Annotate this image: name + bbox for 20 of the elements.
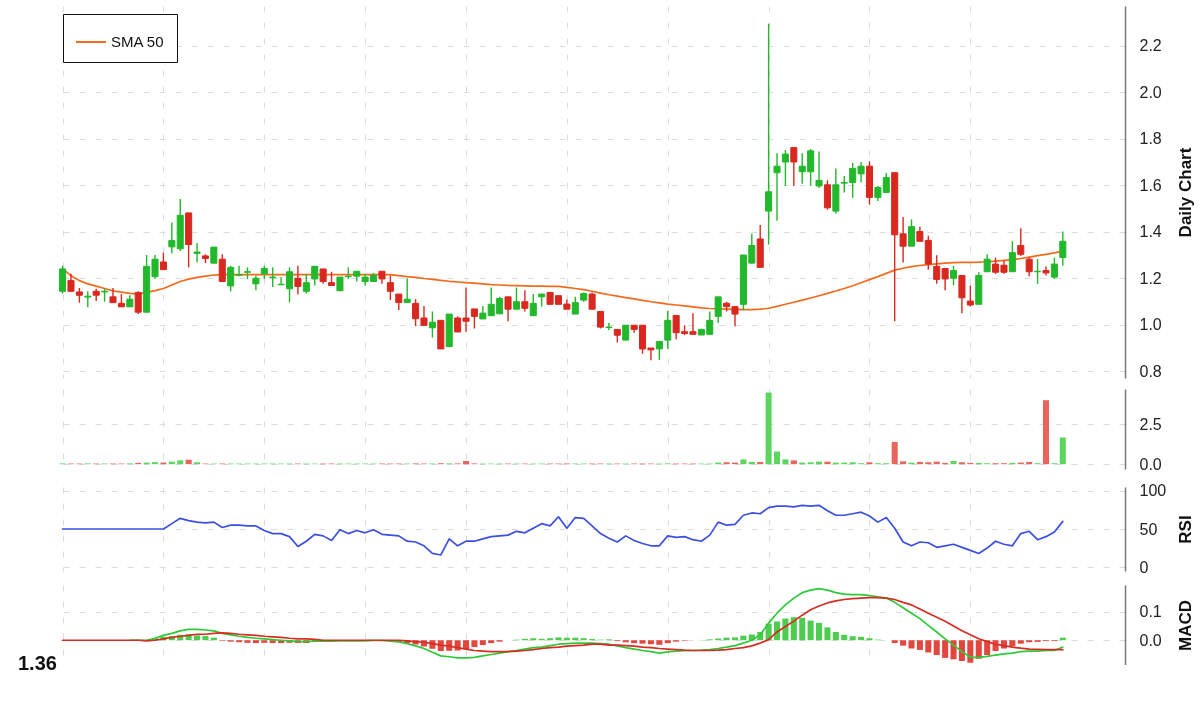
- y-tick-label: 50: [1139, 520, 1158, 538]
- y-tick-label: 0: [1139, 558, 1149, 576]
- y-axis-title: Daily Chart: [1175, 147, 1195, 238]
- y-axis-title: RSI: [1175, 515, 1195, 544]
- y-tick-label: 2.2: [1139, 37, 1162, 55]
- text: 1.36: [18, 652, 57, 675]
- y-tick-label: 1.0: [1139, 316, 1162, 334]
- y-tick-label: 2.5: [1139, 415, 1162, 433]
- y-tick-label: 0.0: [1139, 455, 1162, 473]
- y-tick-label: 0.8: [1139, 362, 1162, 380]
- y-tick-label: 1.8: [1139, 130, 1162, 148]
- y-tick-label: 1.4: [1139, 223, 1162, 241]
- legend-label: SMA 50: [111, 33, 164, 50]
- y-tick-label: 0.0: [1139, 631, 1162, 649]
- y-tick-label: 2.0: [1139, 83, 1162, 101]
- y-tick-label: 0.1: [1139, 603, 1162, 621]
- y-axis-title: MACD: [1175, 600, 1195, 651]
- y-tick-label: 100: [1139, 482, 1167, 500]
- y-tick-label: 1.6: [1139, 176, 1162, 194]
- y-tick-label: 1.2: [1139, 269, 1162, 287]
